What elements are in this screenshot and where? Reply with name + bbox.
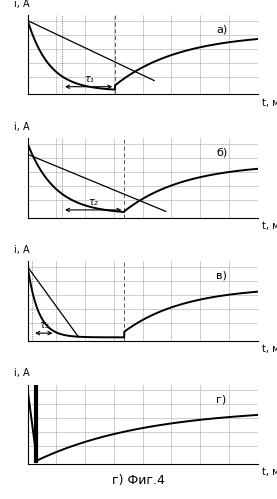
Text: г): г) [216, 394, 227, 404]
Text: i, А: i, А [14, 368, 30, 378]
Text: i, А: i, А [14, 0, 30, 8]
Text: в): в) [216, 271, 227, 281]
Text: τ₁: τ₁ [84, 74, 94, 84]
Text: г) Фиг.4: г) Фиг.4 [112, 474, 165, 487]
Text: i, А: i, А [14, 245, 30, 255]
Text: а): а) [216, 24, 227, 34]
Text: τ₃: τ₃ [39, 320, 49, 330]
Text: t, мс: t, мс [262, 98, 277, 108]
Text: t, мс: t, мс [262, 344, 277, 354]
Text: t, мс: t, мс [262, 221, 277, 231]
Text: б): б) [216, 148, 227, 158]
Text: t, мс: t, мс [262, 467, 277, 477]
Text: τ₂: τ₂ [88, 197, 98, 207]
Text: i, А: i, А [14, 122, 30, 132]
